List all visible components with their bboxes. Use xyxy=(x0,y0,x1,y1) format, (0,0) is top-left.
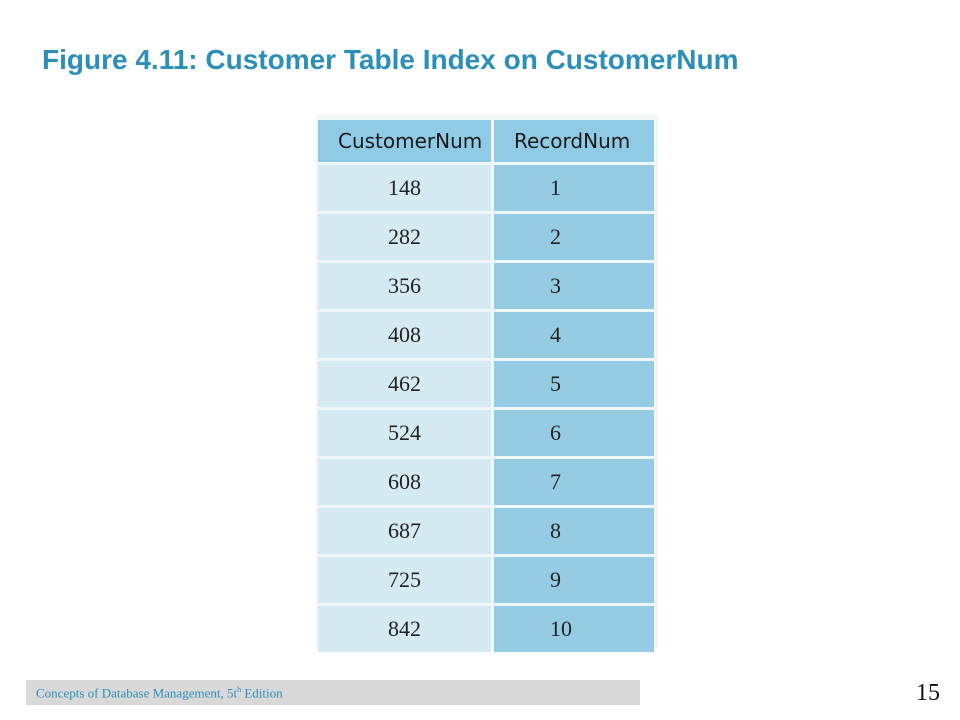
customernum-cell: 408 xyxy=(318,312,491,358)
footer-bar: Concepts of Database Management, 5th Edi… xyxy=(26,680,640,705)
page-number: 15 xyxy=(916,680,940,706)
slide-title: Figure 4.11: Customer Table Index on Cus… xyxy=(42,44,739,75)
customernum-cell: 356 xyxy=(318,263,491,309)
recordnum-cell: 8 xyxy=(494,508,654,554)
table-row: 725 9 xyxy=(318,557,654,603)
table-row: 842 10 xyxy=(318,606,654,652)
recordnum-cell: 9 xyxy=(494,557,654,603)
customernum-cell: 842 xyxy=(318,606,491,652)
table-row: 408 4 xyxy=(318,312,654,358)
footer-book-title: Concepts of Database Management, 5th Edi… xyxy=(36,685,283,701)
recordnum-cell: 1 xyxy=(494,165,654,211)
table-row: 462 5 xyxy=(318,361,654,407)
recordnum-cell: 10 xyxy=(494,606,654,652)
recordnum-cell: 3 xyxy=(494,263,654,309)
table-row: 356 3 xyxy=(318,263,654,309)
customernum-cell: 282 xyxy=(318,214,491,260)
customernum-cell: 687 xyxy=(318,508,491,554)
table-row: 282 2 xyxy=(318,214,654,260)
customernum-cell: 725 xyxy=(318,557,491,603)
customernum-cell: 462 xyxy=(318,361,491,407)
customernum-cell: 524 xyxy=(318,410,491,456)
customer-index-figure: CustomerNum RecordNum 148 1 282 2 356 3 … xyxy=(316,114,658,652)
column-header-customernum: CustomerNum xyxy=(318,120,491,162)
customernum-cell: 148 xyxy=(318,165,491,211)
recordnum-cell: 4 xyxy=(494,312,654,358)
recordnum-cell: 7 xyxy=(494,459,654,505)
recordnum-cell: 6 xyxy=(494,410,654,456)
table-row: 524 6 xyxy=(318,410,654,456)
footer-text-prefix: Concepts of Database Management, 5t xyxy=(36,685,238,701)
customernum-cell: 608 xyxy=(318,459,491,505)
table-header-row: CustomerNum RecordNum xyxy=(318,120,654,162)
table-row: 608 7 xyxy=(318,459,654,505)
table-row: 687 8 xyxy=(318,508,654,554)
customer-index-table: CustomerNum RecordNum 148 1 282 2 356 3 … xyxy=(315,117,657,655)
recordnum-cell: 2 xyxy=(494,214,654,260)
recordnum-cell: 5 xyxy=(494,361,654,407)
column-header-recordnum: RecordNum xyxy=(494,120,654,162)
footer-superscript: h xyxy=(237,685,242,694)
table-row: 148 1 xyxy=(318,165,654,211)
footer-text-suffix: Edition xyxy=(241,685,283,701)
